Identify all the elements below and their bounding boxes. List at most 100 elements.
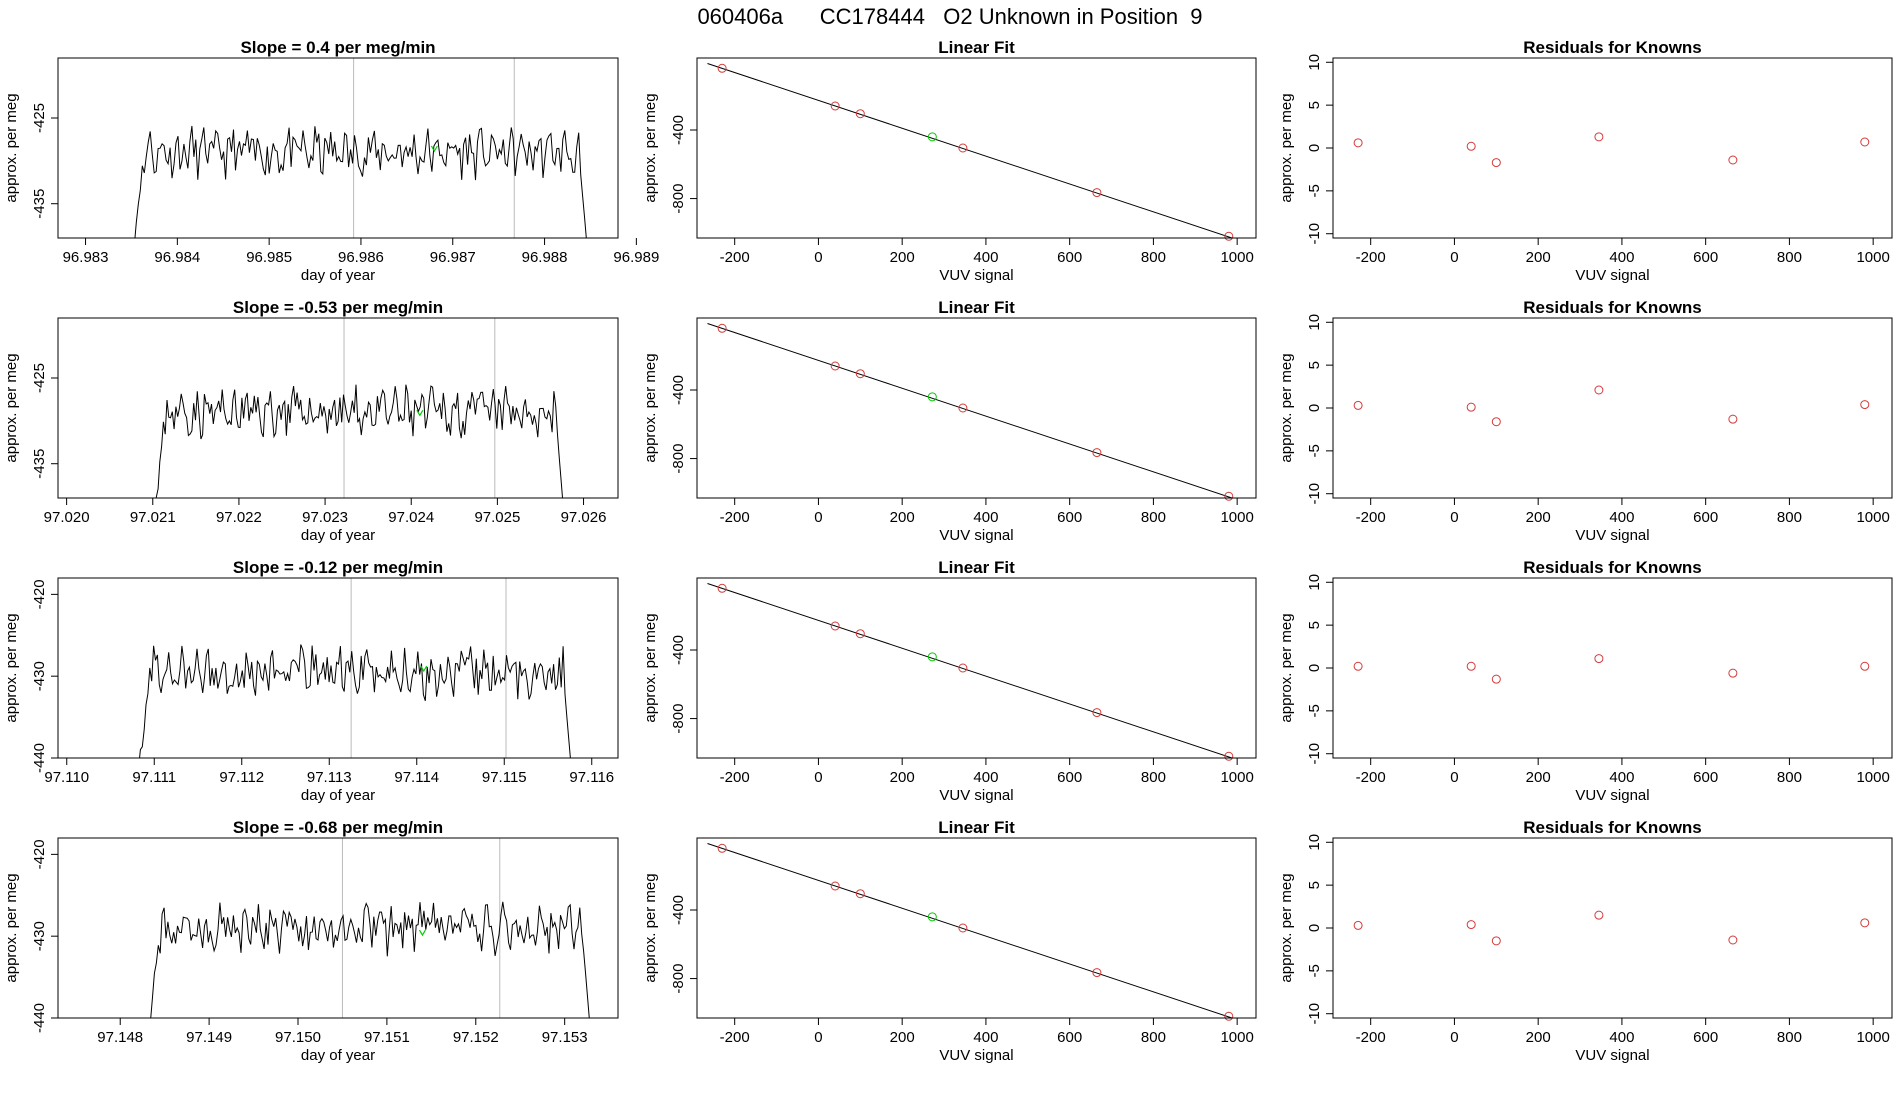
x-tick-label: 1000 <box>1220 509 1253 526</box>
data-point <box>1491 674 1501 684</box>
x-tick-label: 800 <box>1777 509 1802 526</box>
y-tick-label: -430 <box>31 921 48 951</box>
data-point <box>1353 400 1363 410</box>
y-tick-label: -800 <box>670 964 687 994</box>
series-line <box>134 125 587 238</box>
data-point <box>717 843 727 853</box>
unknown-marker <box>420 665 428 673</box>
y-tick-label: -800 <box>670 444 687 474</box>
x-tick-label: 96.984 <box>154 249 200 266</box>
x-tick-label: 0 <box>1450 249 1458 266</box>
x-tick-label: 97.116 <box>569 769 614 786</box>
y-axis-label: approx. per meg <box>1278 873 1295 982</box>
x-tick-label: 97.111 <box>132 769 176 786</box>
y-axis-label: approx. per meg <box>642 93 659 202</box>
chart-title: Linear Fit <box>938 298 1015 317</box>
page-title: 060406a CC178444 O2 Unknown in Position … <box>697 4 1203 29</box>
y-axis-label: approx. per meg <box>1278 93 1295 202</box>
y-tick-label: -10 <box>1306 223 1323 245</box>
y-tick-label: -800 <box>670 184 687 214</box>
x-tick-label: 0 <box>1450 509 1458 526</box>
y-tick-label: -400 <box>670 115 687 145</box>
y-tick-label: -800 <box>670 704 687 734</box>
unknown-marker <box>430 145 438 153</box>
data-point <box>1353 138 1363 148</box>
y-tick-label: 0 <box>1306 404 1323 412</box>
data-point <box>1092 188 1102 198</box>
chart-title: Slope = -0.12 per meg/min <box>233 558 443 577</box>
x-tick-label: -200 <box>720 1029 750 1046</box>
y-axis-label: approx. per meg <box>1278 353 1295 462</box>
y-axis-label: approx. per meg <box>3 93 20 202</box>
x-tick-label: 0 <box>1450 769 1458 786</box>
data-point <box>1860 400 1870 410</box>
x-axis-label: day of year <box>301 787 375 804</box>
x-tick-label: 800 <box>1777 249 1802 266</box>
x-tick-label: 97.153 <box>542 1029 588 1046</box>
plot-frame <box>696 317 1257 499</box>
data-point <box>1224 231 1234 241</box>
x-tick-label: -200 <box>1356 769 1386 786</box>
x-axis-label: day of year <box>301 527 375 544</box>
x-axis-label: VUV signal <box>939 787 1013 804</box>
x-tick-label: 400 <box>1609 509 1634 526</box>
x-axis-label: day of year <box>301 1047 375 1064</box>
plot-frame <box>1332 577 1893 759</box>
chart-panel: Slope = 0.4 per meg/min day of year approx… <box>3 38 659 284</box>
plot-frame <box>57 577 619 759</box>
y-tick-label: -5 <box>1306 184 1323 197</box>
data-point <box>958 143 968 153</box>
y-tick-label: -425 <box>31 103 48 133</box>
chart-panel: Linear Fit VUV signal approx. per meg -200 0… <box>642 818 1257 1064</box>
y-tick-label: -440 <box>31 1003 48 1033</box>
x-tick-label: 600 <box>1057 249 1082 266</box>
x-tick-label: 97.113 <box>307 769 352 786</box>
unknown-point <box>927 132 937 142</box>
plot-frame <box>57 837 619 1019</box>
y-tick-label: -435 <box>31 189 48 219</box>
y-tick-label: -435 <box>31 449 48 479</box>
x-tick-label: 800 <box>1141 769 1166 786</box>
y-tick-label: -10 <box>1306 483 1323 505</box>
y-tick-label: -425 <box>31 363 48 393</box>
unknown-point <box>927 652 937 662</box>
x-tick-label: 97.148 <box>97 1029 143 1046</box>
data-point <box>717 63 727 73</box>
y-tick-label: 5 <box>1306 621 1323 629</box>
data-point <box>1491 417 1501 427</box>
y-tick-label: -400 <box>670 375 687 405</box>
x-tick-label: 97.021 <box>130 509 176 526</box>
x-tick-label: 96.983 <box>63 249 109 266</box>
chart-title: Linear Fit <box>938 818 1015 837</box>
y-axis-label: approx. per meg <box>3 873 20 982</box>
data-point <box>958 663 968 673</box>
y-tick-label: -400 <box>670 635 687 665</box>
x-axis-label: VUV signal <box>939 267 1013 284</box>
x-axis-label: VUV signal <box>1575 267 1649 284</box>
chart-title: Residuals for Knowns <box>1523 818 1702 837</box>
fit-line <box>707 323 1234 498</box>
data-point <box>830 101 840 111</box>
chart-title: Slope = -0.53 per meg/min <box>233 298 443 317</box>
y-tick-label: 0 <box>1306 664 1323 672</box>
data-point <box>830 881 840 891</box>
x-tick-label: 600 <box>1057 509 1082 526</box>
y-tick-label: -5 <box>1306 964 1323 977</box>
plot-frame <box>696 837 1257 1019</box>
x-tick-label: -200 <box>720 769 750 786</box>
chart-panel: Residuals for Knowns VUV signal approx. pe… <box>1278 818 1893 1064</box>
x-tick-label: 600 <box>1057 1029 1082 1046</box>
fit-line <box>707 843 1234 1018</box>
y-tick-label: 5 <box>1306 101 1323 109</box>
data-point <box>1092 708 1102 718</box>
x-tick-label: -200 <box>1356 509 1386 526</box>
y-tick-label: -420 <box>31 839 48 869</box>
x-tick-label: 97.023 <box>302 509 348 526</box>
x-tick-label: 800 <box>1777 1029 1802 1046</box>
data-point <box>1466 141 1476 151</box>
unknown-point <box>927 912 937 922</box>
data-point <box>1594 385 1604 395</box>
x-tick-label: 97.152 <box>453 1029 499 1046</box>
series-line <box>150 901 590 1018</box>
